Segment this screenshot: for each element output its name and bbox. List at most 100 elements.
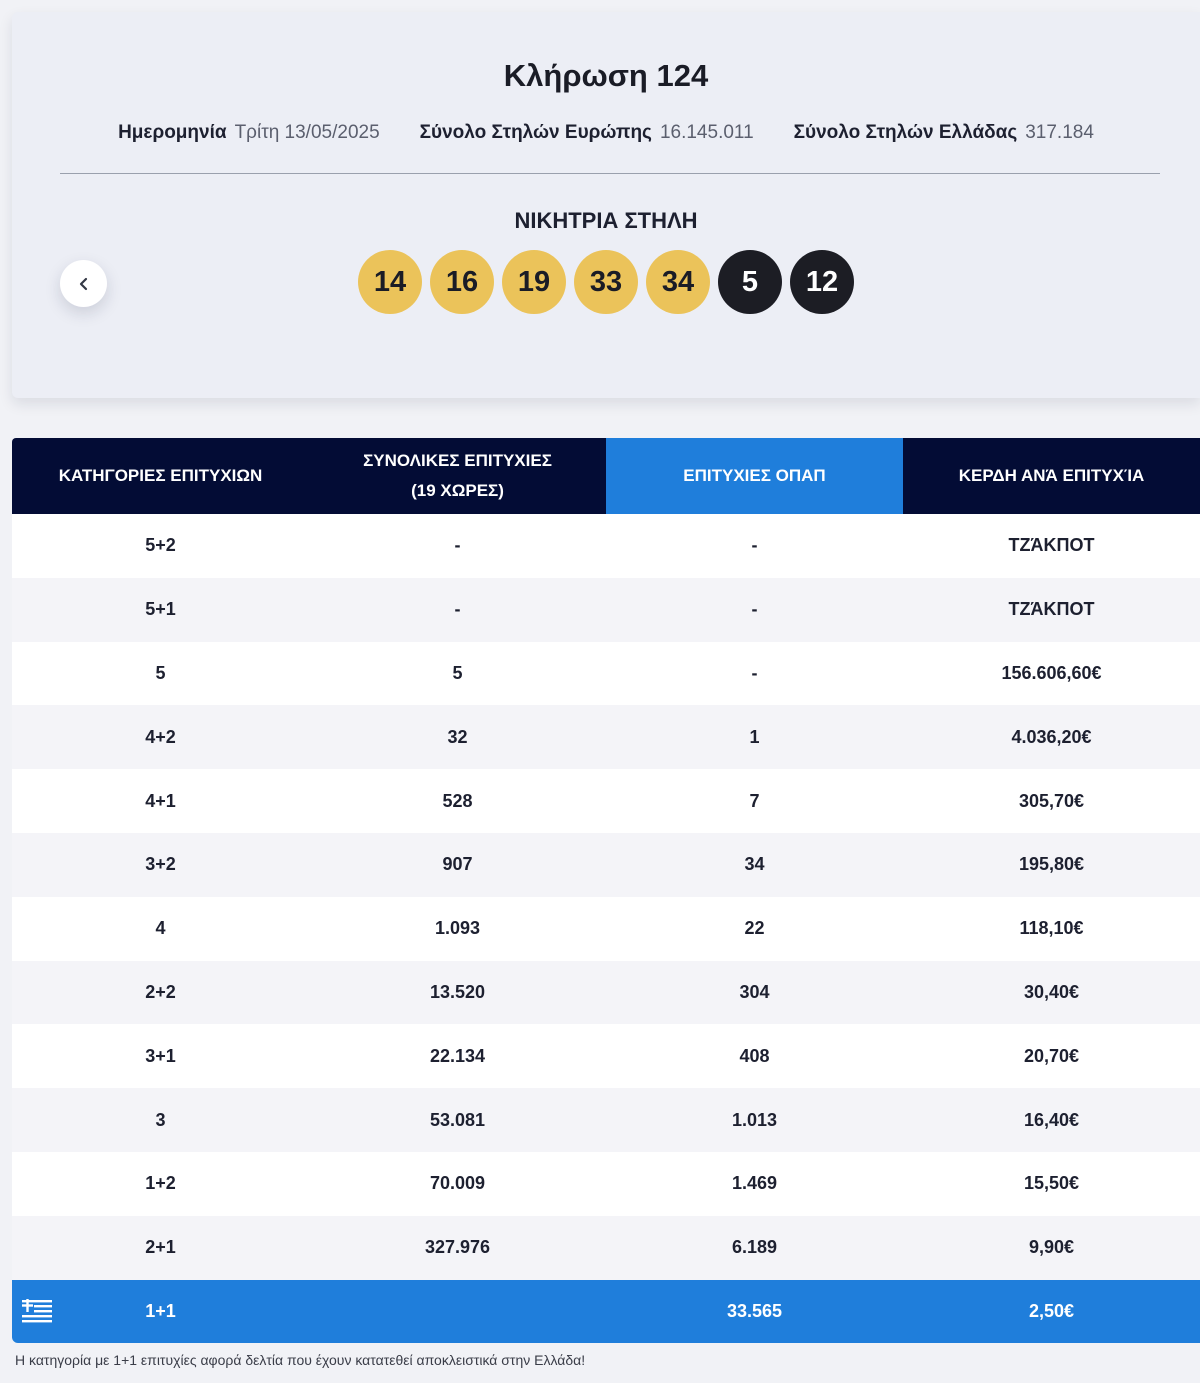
table-row: 4+2 32 1 4.036,20€ [12,705,1200,770]
cell-prize: ΤΖΆΚΠΟΤ [903,577,1200,642]
table-row: 2+2 13.520 304 30,40€ [12,960,1200,1025]
cell-category: 1+1 [12,1279,309,1344]
cell-prize: 30,40€ [903,960,1200,1025]
cell-opap: 22 [606,896,903,961]
cell-opap: - [606,641,903,706]
cell-category-text: 1+1 [145,1300,176,1321]
cell-total: 528 [309,769,606,833]
cell-prize: 4.036,20€ [903,705,1200,770]
cell-opap: 408 [606,1024,903,1089]
cell-category: 4+1 [12,769,309,833]
cell-opap: 33.565 [606,1279,903,1344]
cell-category: 3 [12,1088,309,1152]
meta-europe-label: Σύνολο Στηλών Ευρώπης [419,122,652,143]
table-row: 5+2 - - ΤΖΆΚΠΟΤ [12,514,1200,578]
table-row: 4+1 528 7 305,70€ [12,769,1200,833]
cell-category: 3+1 [12,1024,309,1089]
table-row: 2+1 327.976 6.189 9,90€ [12,1215,1200,1280]
table-row: 3 53.081 1.013 16,40€ [12,1088,1200,1152]
greek-only-row: 1+1 33.565 2,50€ [12,1279,1200,1344]
greek-flag-icon [22,1299,52,1323]
cell-total: 22.134 [309,1024,606,1089]
cell-category: 5 [12,641,309,706]
meta-europe-total: Σύνολο Στηλών Ευρώπης 16.145.011 [420,122,754,144]
meta-greece-value: 317.184 [1025,122,1094,143]
winning-column-label: ΝΙΚΗΤΡΙΑ ΣΤΗΛΗ [514,208,698,233]
main-number-ball: 14 [358,250,422,314]
cell-prize: 15,50€ [903,1151,1200,1216]
cell-opap: 1.469 [606,1151,903,1216]
header-categories: ΚΑΤΗΓΟΡΙΕΣ ΕΠΙΤΥΧΙΩΝ [12,438,309,514]
header-total-line2: (19 ΧΩΡΕΣ) [411,481,504,500]
footnote: Η κατηγορία με 1+1 επιτυχίες αφορά δελτί… [15,1352,586,1368]
cell-total: - [309,577,606,642]
cell-category: 1+2 [12,1151,309,1216]
draw-title: Κλήρωση 124 [503,58,709,93]
cell-opap: 1 [606,705,903,770]
prize-table: ΚΑΤΗΓΟΡΙΕΣ ΕΠΙΤΥΧΙΩΝ ΣΥΝΟΛΙΚΕΣ ΕΠΙΤΥΧΙΕΣ… [12,438,1200,1344]
main-number-ball: 16 [430,250,494,314]
cell-prize: 2,50€ [903,1279,1200,1344]
main-number-ball: 19 [502,250,566,314]
cell-opap: 7 [606,769,903,833]
draw-meta: Ημερομηνία Τρίτη 13/05/2025 Σύνολο Στηλών… [12,122,1200,144]
cell-total: 327.976 [309,1215,606,1280]
winning-numbers: 14 16 19 33 34 5 12 [12,250,1200,314]
cell-prize: 20,70€ [903,1024,1200,1089]
cell-category: 3+2 [12,832,309,897]
table-row: 3+1 22.134 408 20,70€ [12,1024,1200,1089]
cell-opap: 304 [606,960,903,1025]
table-row: 1+2 70.009 1.469 15,50€ [12,1151,1200,1216]
table-row: 5+1 - - ΤΖΆΚΠΟΤ [12,577,1200,642]
header-opap-wins: ΕΠΙΤΥΧΙΕΣ ΟΠΑΠ [606,438,903,514]
cell-opap: - [606,514,903,578]
meta-europe-value: 16.145.011 [659,122,754,143]
cell-opap: - [606,577,903,642]
table-row: 4 1.093 22 118,10€ [12,896,1200,961]
table-row: 3+2 907 34 195,80€ [12,832,1200,897]
cell-prize: 118,10€ [903,896,1200,961]
cell-category: 2+2 [12,960,309,1025]
cell-prize: 305,70€ [903,769,1200,833]
header-total-wins: ΣΥΝΟΛΙΚΕΣ ΕΠΙΤΥΧΙΕΣ (19 ΧΩΡΕΣ) [309,438,606,514]
cell-prize: 156.606,60€ [903,641,1200,706]
cell-total: 32 [309,705,606,770]
cell-category: 4 [12,896,309,961]
prize-table-header: ΚΑΤΗΓΟΡΙΕΣ ΕΠΙΤΥΧΙΩΝ ΣΥΝΟΛΙΚΕΣ ΕΠΙΤΥΧΙΕΣ… [12,438,1200,514]
divider [60,173,1160,174]
cell-prize: 195,80€ [903,832,1200,897]
meta-date: Ημερομηνία Τρίτη 13/05/2025 [118,122,380,144]
star-number-ball: 12 [790,250,854,314]
cell-total: 907 [309,832,606,897]
cell-opap: 34 [606,832,903,897]
header-prize-per-win: ΚΕΡΔΗ ΑΝΆ ΕΠΙΤΥΧΊΑ [903,438,1200,514]
cell-total: - [309,514,606,578]
draw-card: Κλήρωση 124 Ημερομηνία Τρίτη 13/05/2025 Σ… [12,12,1200,398]
cell-category: 5+2 [12,514,309,578]
main-number-ball: 33 [574,250,638,314]
cell-prize: 9,90€ [903,1215,1200,1280]
cell-category: 5+1 [12,577,309,642]
cell-opap: 6.189 [606,1215,903,1280]
cell-opap: 1.013 [606,1088,903,1152]
meta-greece-label: Σύνολο Στηλών Ελλάδας [793,122,1018,143]
chevron-left-icon [79,277,87,290]
main-number-ball: 34 [646,250,710,314]
cell-category: 2+1 [12,1215,309,1280]
meta-date-label: Ημερομηνία [118,122,227,143]
cell-prize: ΤΖΆΚΠΟΤ [903,514,1200,578]
cell-category: 4+2 [12,705,309,770]
cell-prize: 16,40€ [903,1088,1200,1152]
cell-total [309,1279,606,1344]
cell-total: 1.093 [309,896,606,961]
cell-total: 5 [309,641,606,706]
meta-date-value: Τρίτη 13/05/2025 [234,122,380,143]
star-number-ball: 5 [718,250,782,314]
cell-total: 70.009 [309,1151,606,1216]
meta-greece-total: Σύνολο Στηλών Ελλάδας 317.184 [794,122,1094,144]
header-total-line1: ΣΥΝΟΛΙΚΕΣ ΕΠΙΤΥΧΙΕΣ [363,451,552,470]
previous-draw-button[interactable] [60,260,107,307]
cell-total: 53.081 [309,1088,606,1152]
cell-total: 13.520 [309,960,606,1025]
table-row: 5 5 - 156.606,60€ [12,641,1200,706]
